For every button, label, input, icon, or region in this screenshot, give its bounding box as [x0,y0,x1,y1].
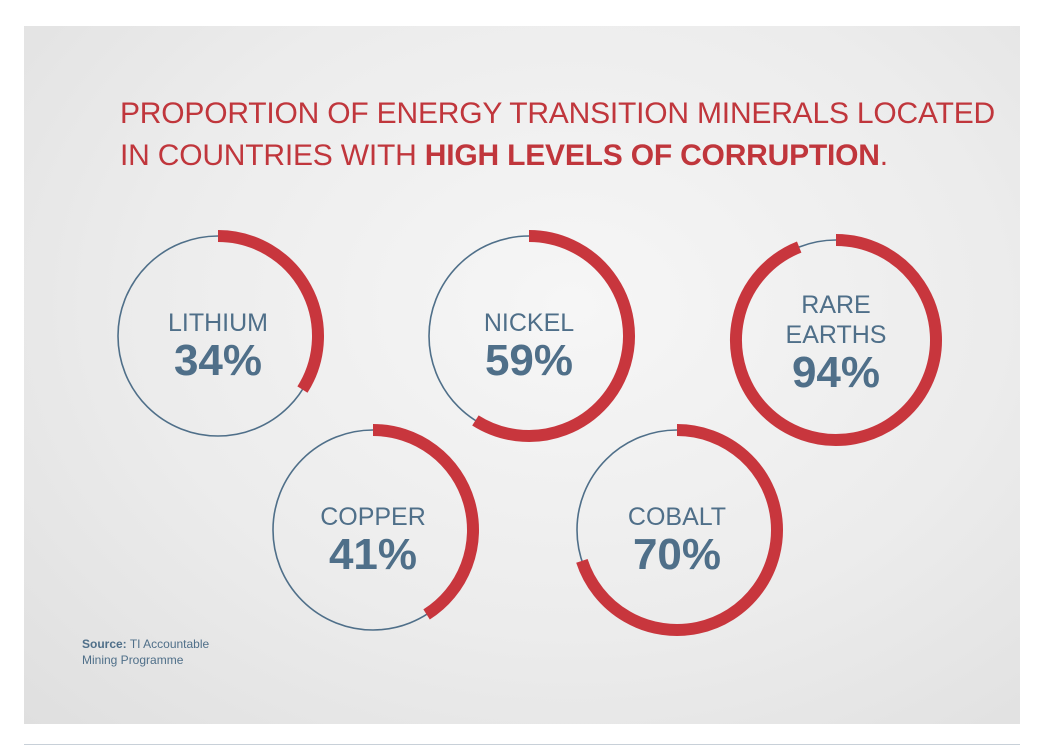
mineral-value-label: 41% [329,530,417,579]
source-text-line-1: TI Accountable [129,637,210,651]
source-label: Source: [82,637,127,651]
donut-value-arc [576,424,783,636]
mineral-name-label: COBALT [628,503,726,531]
donut-value-arc [472,230,635,442]
mineral-name-label: NICKEL [484,309,574,337]
donut-value-arc [730,234,942,446]
chart-title-line-2: IN COUNTRIES WITH HIGH LEVELS OF CORRUPT… [120,138,888,174]
mineral-name-label: EARTHS [786,321,887,349]
title-emphasis: HIGH LEVELS OF CORRUPTION [424,139,880,172]
chart-title-line-1: PROPORTION OF ENERGY TRANSITION MINERALS… [120,97,995,130]
mineral-name-label: RARE [801,291,870,319]
mineral-value-label: 34% [174,336,262,385]
title-prefix: IN COUNTRIES WITH [120,139,425,172]
mineral-value-label: 59% [485,336,573,385]
title-suffix: . [879,139,888,172]
mineral-name-label: COPPER [320,503,426,531]
background-panel [24,26,1020,724]
donut-value-arc [217,230,324,393]
mineral-name-label: LITHIUM [168,309,268,337]
bottom-divider [24,744,1020,745]
mineral-value-label: 70% [633,530,721,579]
donut-value-arc [372,424,479,620]
source-text-line-2: Mining Programme [82,653,184,667]
mineral-value-label: 94% [792,348,880,397]
source-note: Source: TI Accountable Mining Programme [82,636,232,668]
